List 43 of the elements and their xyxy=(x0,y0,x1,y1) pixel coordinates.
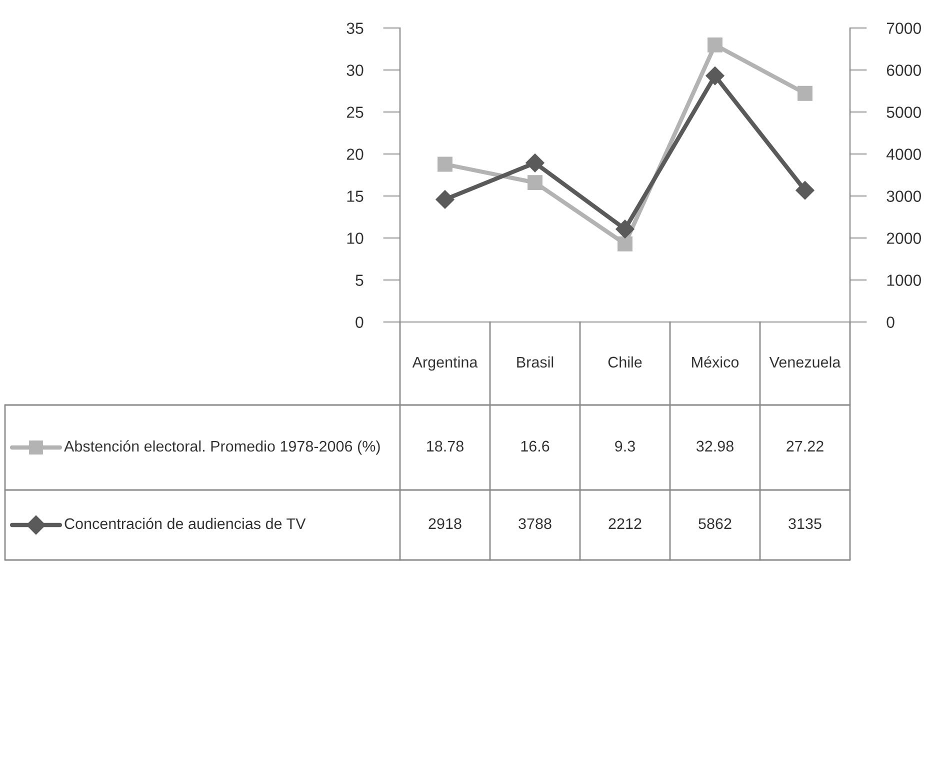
data-label: 3135 xyxy=(788,518,822,530)
point xyxy=(618,236,632,252)
point xyxy=(526,154,544,172)
point xyxy=(528,175,542,190)
y-tick-label: 10 xyxy=(347,232,364,244)
data-label: 32.98 xyxy=(696,440,734,452)
y-tick-label: 15 xyxy=(347,190,364,202)
point xyxy=(708,38,722,52)
x-tick-label: Venezuela xyxy=(769,356,841,368)
legend-label: Abstención electoral. Promedio 1978-2006 (%) xyxy=(64,440,380,455)
x-tick-label: Brasil xyxy=(517,356,554,368)
point xyxy=(438,156,452,172)
y2-tick-label: 7000 xyxy=(886,22,922,34)
y2-tick-label: 0 xyxy=(886,316,894,328)
point xyxy=(796,180,814,200)
data-label: 27.22 xyxy=(786,440,824,452)
y-tick-label: 35 xyxy=(346,22,364,34)
y2-tick-label: 1000 xyxy=(887,274,922,286)
y-tick-label: 20 xyxy=(346,148,364,160)
y-tick-label: 5 xyxy=(356,274,364,286)
data-label: 9.3 xyxy=(615,440,635,452)
data-label: 2212 xyxy=(608,518,642,529)
data-label: 5862 xyxy=(698,518,732,530)
x-tick-label: México xyxy=(692,356,739,368)
data-label: 2918 xyxy=(428,518,462,530)
point xyxy=(798,86,812,101)
point xyxy=(616,220,634,238)
point xyxy=(436,190,454,209)
y-tick-label: 30 xyxy=(346,64,364,76)
point xyxy=(706,66,724,86)
y2-tick-label: 2000 xyxy=(886,232,922,244)
y2-tick-label: 6000 xyxy=(886,64,922,76)
y2-tick-label: 3000 xyxy=(886,190,922,202)
x-tick-label: Argentina xyxy=(412,356,478,371)
legend-label: Concentración de audiencias de TV xyxy=(64,518,306,530)
data-label: 3788 xyxy=(518,518,552,530)
data-label: 16.6 xyxy=(521,440,550,452)
y-tick-label: 0 xyxy=(356,316,364,328)
y-tick-label: 25 xyxy=(346,106,364,118)
data-label: 18.78 xyxy=(427,440,464,452)
y2-tick-label: 5000 xyxy=(886,106,922,118)
x-tick-label: Chile xyxy=(608,356,642,368)
y2-tick-label: 4000 xyxy=(886,148,922,160)
